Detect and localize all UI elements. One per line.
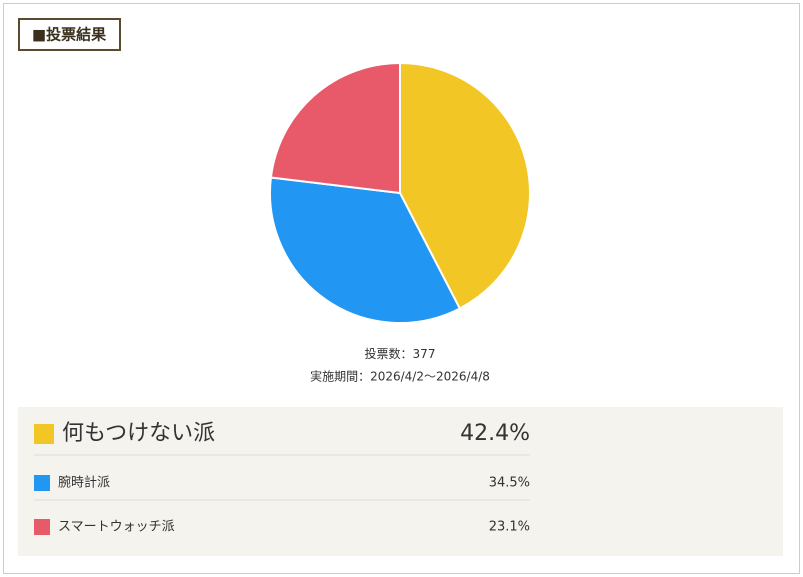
legend-label: 腕時計派 <box>58 475 110 491</box>
legend-label: スマートウォッチ派 <box>58 520 175 535</box>
votes-count: 377 <box>413 347 436 361</box>
period: 実施期間：2026/4/2〜2026/4/8 <box>310 369 490 384</box>
legend-value: 42.4% <box>460 421 530 446</box>
legend-label: 何もつけない派 <box>62 421 215 446</box>
legend-swatch <box>34 475 50 491</box>
pie <box>269 61 531 324</box>
legend: 何もつけない派 42.4% 腕時計派 34.5% スマートウォッチ派 23.1% <box>34 421 530 535</box>
legend-swatch <box>34 519 50 535</box>
pie-slice <box>269 176 462 324</box>
pie-slice <box>399 61 531 310</box>
chart-title: ■投票結果 <box>32 26 107 44</box>
legend-value: 34.5% <box>489 476 530 491</box>
votes-label: 投票数： <box>365 346 413 361</box>
legend-panel <box>18 407 783 556</box>
title-box <box>18 18 121 51</box>
pie-slice <box>269 61 401 195</box>
votes: 投票数：377 <box>365 346 436 361</box>
legend-swatch <box>34 424 54 444</box>
legend-value: 23.1% <box>489 520 530 535</box>
